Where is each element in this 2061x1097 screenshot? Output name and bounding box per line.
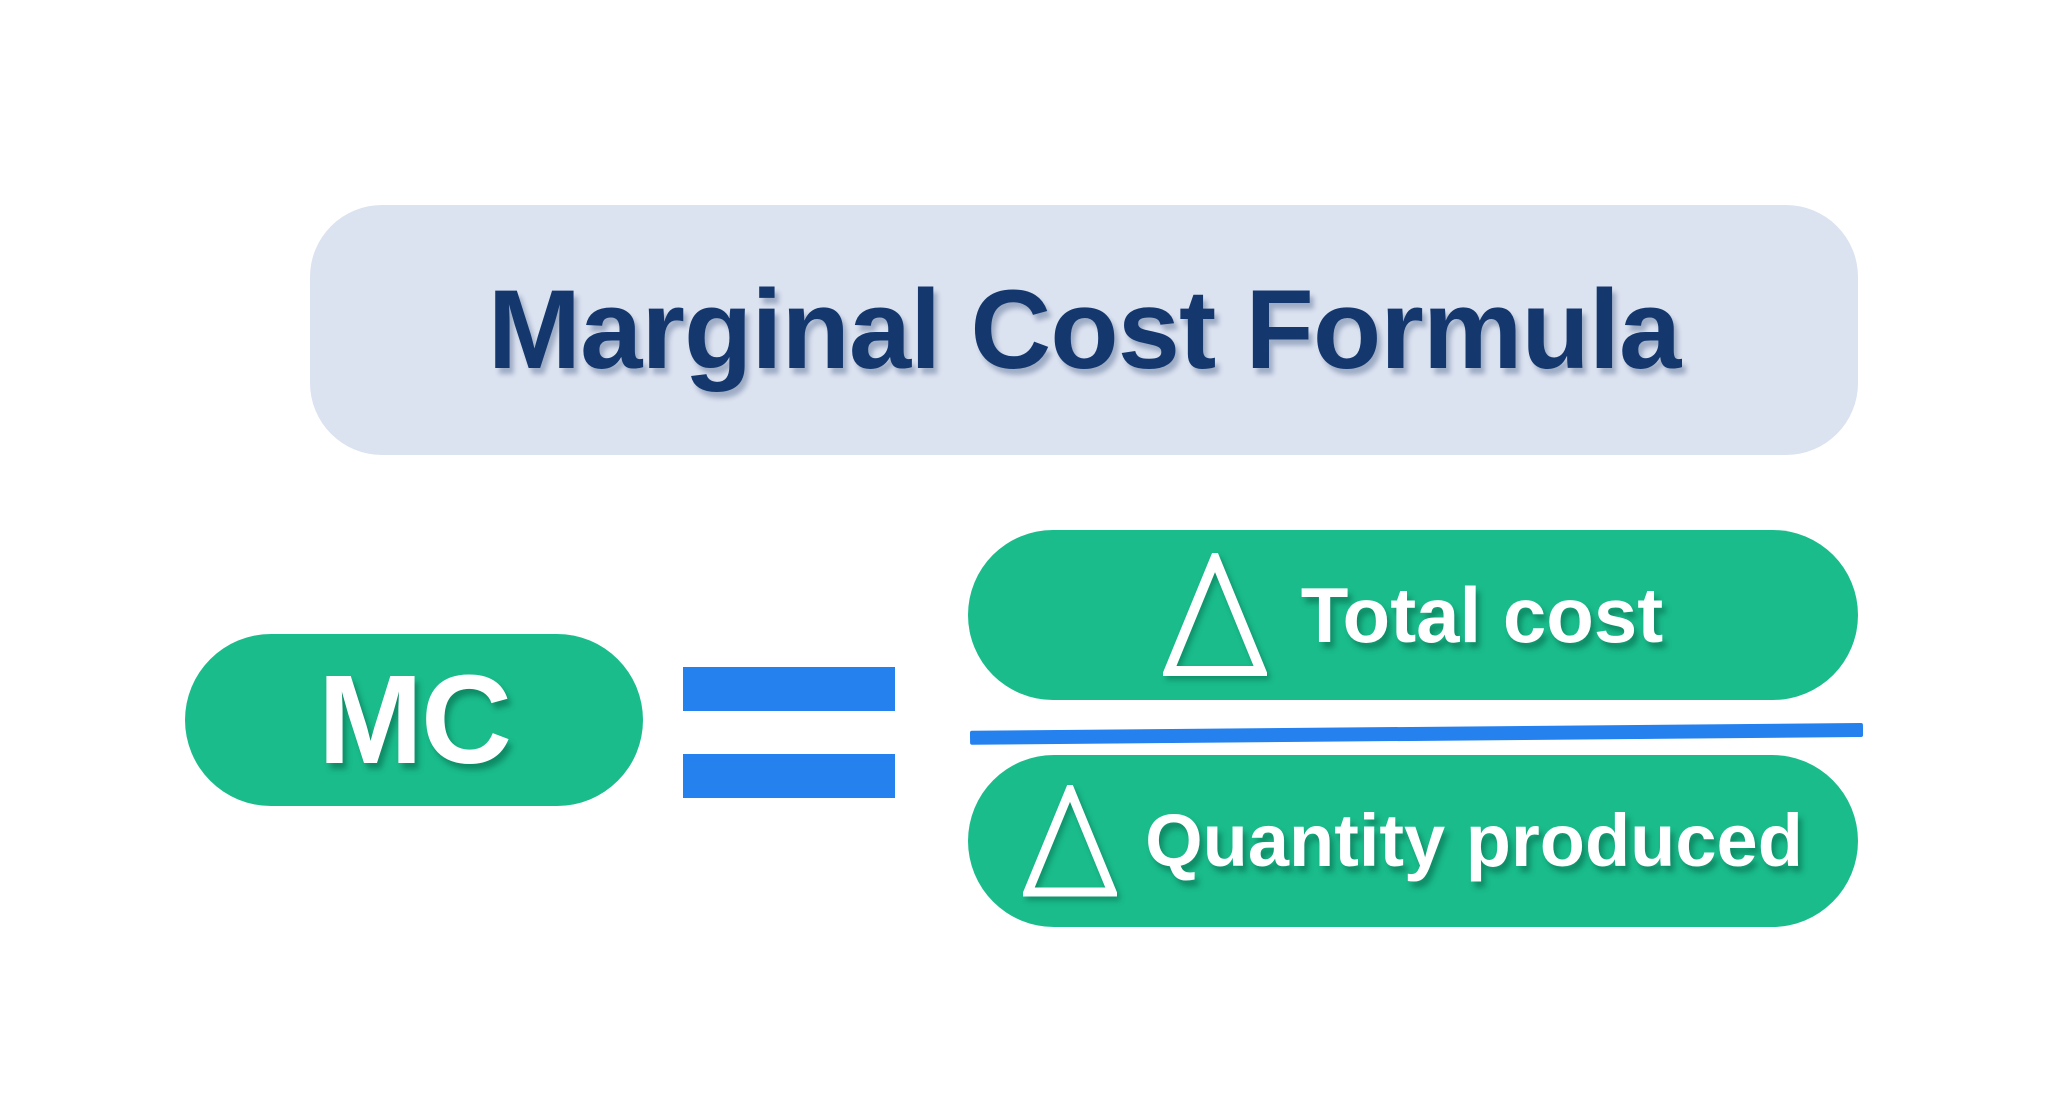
equals-sign <box>683 667 895 798</box>
delta-icon <box>1162 553 1267 676</box>
equals-bar-top <box>683 667 895 711</box>
numerator-label: Total cost <box>1300 571 1664 659</box>
denominator-label: Quantity produced <box>1145 799 1803 882</box>
mc-pill: MC <box>185 634 643 806</box>
denominator-pill: Quantity produced <box>968 755 1858 927</box>
delta-icon <box>1023 785 1118 897</box>
equals-bar-bottom <box>683 754 895 798</box>
fraction-bar <box>969 723 1864 745</box>
page-title: Marginal Cost Formula <box>487 267 1681 392</box>
title-banner: Marginal Cost Formula <box>310 205 1858 455</box>
numerator-pill: Total cost <box>968 530 1858 700</box>
mc-label: MC <box>318 649 512 790</box>
